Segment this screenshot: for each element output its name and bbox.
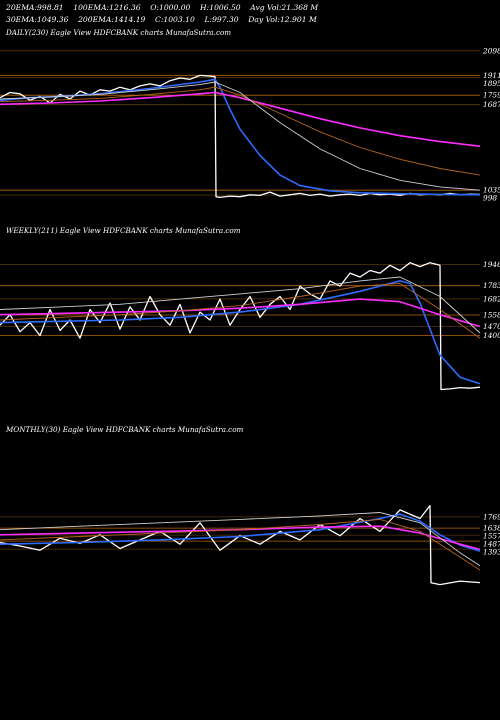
daily-chart-title: DAILY(230) Eagle View HDFCBANK charts Mu… [6, 28, 232, 37]
header-label: 20EMA: [6, 3, 38, 12]
price-line [0, 504, 481, 586]
magenta-ema-line [0, 525, 481, 551]
header-label: Day Vol: [248, 15, 280, 24]
header-value: 1000.00 [158, 3, 191, 12]
header-label: O: [150, 3, 159, 12]
y-tick-label: 1638 [483, 524, 500, 533]
header-label: Avg Vol: [250, 3, 282, 12]
header-label: C: [155, 15, 164, 24]
brown-ema-line [0, 283, 481, 339]
y-tick-label: 1687 [483, 100, 500, 109]
y-tick-label: 2098 [482, 46, 500, 55]
header-value: 1006.50 [209, 3, 241, 12]
magenta-ema-line [0, 298, 481, 328]
y-tick-label: 1557 [483, 532, 500, 541]
y-tick-label: 1470 [483, 322, 500, 331]
y-tick-label: 1035 [483, 186, 500, 195]
header-value: 21.368 M [281, 3, 319, 12]
header-value: 1049.36 [37, 15, 69, 24]
y-tick-label: 1895 [483, 79, 500, 88]
y-tick-label: 1759 [483, 91, 500, 100]
y-tick-label: 1946 [483, 260, 500, 269]
y-tick-label: 1487 [483, 540, 500, 549]
header-label: 200EMA: [78, 15, 114, 24]
header-label: H: [200, 3, 210, 12]
price-line [0, 74, 481, 199]
header-value: 1414.19 [113, 15, 146, 24]
y-tick-label: 1769 [483, 512, 500, 521]
brown-ema-line [0, 518, 481, 571]
blue-ema-line [0, 513, 481, 552]
header-value: 998.81 [37, 3, 64, 12]
header-row-1: 20EMA:998.81 100EMA:1216.36 O:1000.00 H:… [6, 3, 318, 12]
price-line [0, 262, 481, 391]
y-tick-label: 998 [483, 194, 497, 203]
header-label: L: [204, 15, 213, 24]
gray-ema-line [0, 81, 481, 191]
header-value: 12.901 M [279, 15, 317, 24]
y-tick-label: 1682 [483, 294, 500, 303]
header-value: 997.30 [212, 15, 239, 24]
magenta-ema-line [0, 91, 481, 147]
y-tick-label: 1911 [483, 71, 500, 80]
y-tick-label: 1558 [483, 311, 500, 320]
y-tick-label: 1393 [483, 548, 500, 557]
blue-ema-line [0, 280, 481, 385]
header-value: 1216.36 [109, 3, 141, 12]
gray-ema-line [0, 512, 481, 567]
header-value: 1003.10 [163, 15, 195, 24]
weekly-chart-title: WEEKLY(211) Eagle View HDFCBANK charts M… [6, 226, 241, 235]
y-tick-label: 1400 [483, 331, 500, 340]
gray-ema-line [0, 276, 481, 334]
header-row-2: 30EMA:1049.36 200EMA:1414.19 C:1003.10 L… [6, 15, 317, 24]
header-label: 30EMA: [6, 15, 38, 24]
brown-ema-line [0, 86, 481, 176]
blue-ema-line [0, 78, 481, 196]
y-tick-label: 1783 [483, 281, 500, 290]
header-label: 100EMA: [73, 3, 110, 12]
monthly-chart-title: MONTHLY(30) Eagle View HDFCBANK charts M… [6, 425, 244, 434]
